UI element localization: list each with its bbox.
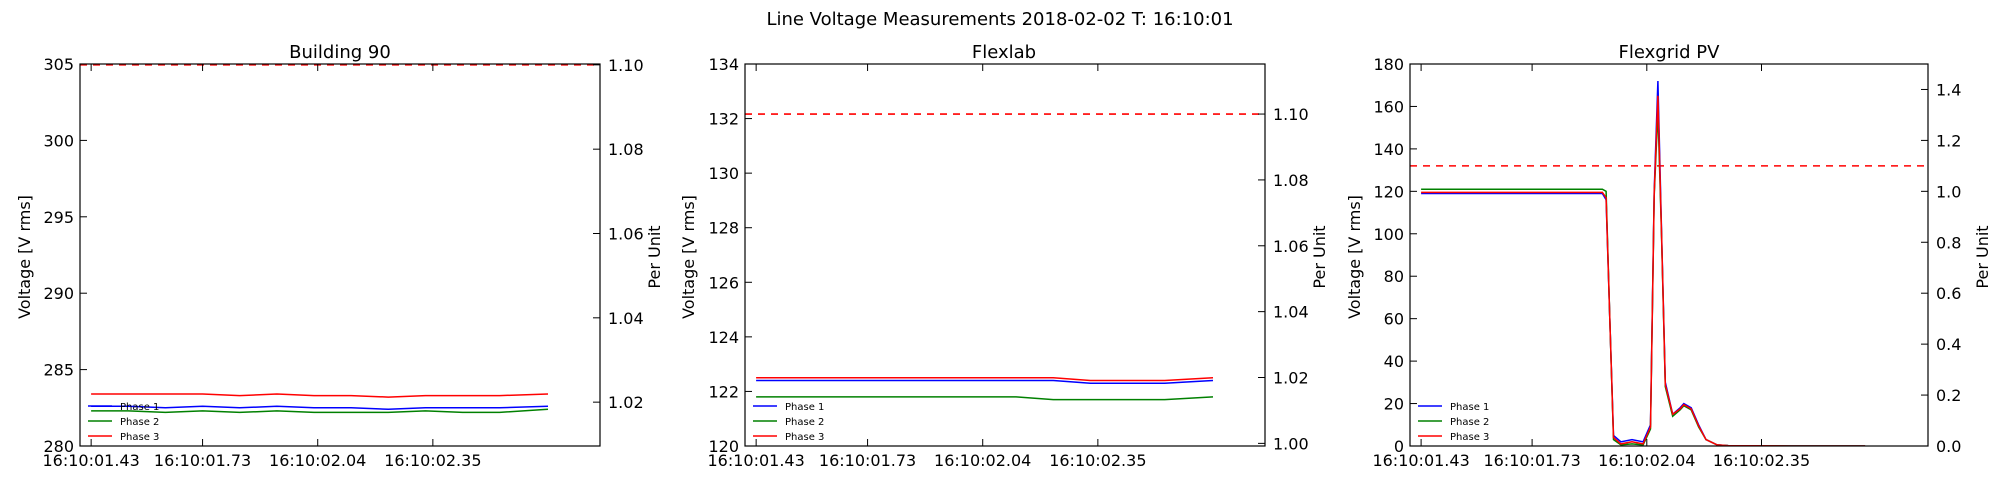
series-line-phase-1 [91,405,549,411]
y-tick-label: 290 [43,284,74,303]
series-group [756,377,1214,401]
y-tick-label: 120 [708,437,739,456]
series-line-phase-3 [756,377,1214,382]
y-right-tick-label: 0.6 [1936,284,1961,303]
y-tick-label: 134 [708,55,739,74]
y-right-tick-label: 1.08 [1273,171,1309,190]
x-tick-label: 16:10:02.35 [1713,451,1810,470]
x-tick-label: 16:10:02.04 [934,451,1031,470]
y-tick-label: 124 [708,328,739,347]
x-tick-label: 16:10:01.73 [1483,451,1580,470]
x-tick-label: 16:10:01.43 [1372,451,1469,470]
series-group [91,393,549,414]
y-right-tick-label: 1.04 [608,309,644,328]
y-right-tick-label: 1.4 [1936,80,1961,99]
y-right-tick-label: 1.2 [1936,131,1961,150]
legend-label: Phase 2 [120,417,159,428]
plot-frame [79,63,601,447]
y-right-tick-label: 1.02 [1273,369,1309,388]
legend: Phase 1 Phase 2 Phase 3 [753,402,824,443]
series-line-phase-2 [1421,110,1866,446]
panel-flexgrid-pv: Flexgrid PV Voltage [V rms] Per Unit 16:… [1345,42,1992,470]
x-tick-label: 16:10:01.73 [819,451,916,470]
y-right-tick-label: 1.08 [608,140,644,159]
left-axis-label: Voltage [V rms] [1345,195,1364,319]
x-tick-label: 16:10:02.04 [269,451,366,470]
x-tick-label: 16:10:02.35 [384,451,481,470]
y-right-tick-label: 0.4 [1936,335,1961,354]
x-tick-label: 16:10:01.73 [154,451,251,470]
plot-frame [1409,63,1929,447]
series-line-phase-2 [91,408,549,414]
series-line-phase-3 [91,393,549,398]
y-right-tick-label: 0.2 [1936,386,1961,405]
x-tick-label: 16:10:01.43 [707,451,804,470]
y-right-tick-label: 0.0 [1936,437,1961,456]
series-line-phase-1 [1421,80,1866,446]
y-right-tick-label: 1.10 [608,56,644,75]
legend-label: Phase 3 [1450,432,1489,443]
legend-label: Phase 2 [785,417,824,428]
figure-title: Line Voltage Measurements 2018-02-02 T: … [766,9,1233,30]
y-tick-label: 295 [43,208,74,227]
y-tick-label: 132 [708,110,739,129]
y-tick-label: 126 [708,273,739,292]
y-right-tick-label: 0.8 [1936,233,1961,252]
panel-building-90: Building 90 Voltage [V rms] Per Unit 16:… [15,42,664,470]
series-group [1421,80,1866,446]
left-axis-label: Voltage [V rms] [679,195,698,319]
legend-label: Phase 2 [1450,417,1489,428]
right-axis-label: Per Unit [1973,225,1992,288]
y-right-tick-label: 1.0 [1936,182,1961,201]
legend-label: Phase 1 [785,402,824,413]
legend: Phase 1 Phase 2 Phase 3 [1418,402,1489,443]
y-right-tick-label: 1.06 [1273,237,1309,256]
series-line-phase-1 [756,379,1214,384]
y-tick-label: 40 [1384,352,1404,371]
y-right-tick-label: 1.10 [1273,105,1309,124]
y-tick-label: 100 [1373,225,1404,244]
right-axis-label: Per Unit [645,225,664,288]
panel-title: Flexgrid PV [1619,42,1721,63]
y-tick-label: 160 [1373,97,1404,116]
panel-title: Flexlab [972,42,1036,63]
series-line-phase-2 [756,396,1214,401]
y-right-tick-label: 1.00 [1273,434,1309,453]
left-axis-label: Voltage [V rms] [15,195,34,319]
panel-title: Building 90 [289,42,391,63]
y-right-tick-label: 1.06 [608,224,644,243]
y-tick-label: 122 [708,382,739,401]
right-axis-label: Per Unit [1310,225,1329,288]
y-tick-label: 280 [43,437,74,456]
y-tick-label: 285 [43,361,74,380]
x-tick-label: 16:10:01.43 [42,451,139,470]
y-tick-label: 180 [1373,55,1404,74]
y-tick-label: 140 [1373,140,1404,159]
y-tick-label: 60 [1384,310,1404,329]
y-right-tick-label: 1.04 [1273,303,1309,322]
y-tick-label: 130 [708,164,739,183]
y-tick-label: 305 [43,55,74,74]
legend-label: Phase 3 [785,432,824,443]
legend-label: Phase 1 [1450,402,1489,413]
y-tick-label: 20 [1384,395,1404,414]
legend-label: Phase 3 [120,432,159,443]
y-tick-label: 80 [1384,267,1404,286]
x-tick-label: 16:10:02.35 [1049,451,1146,470]
y-tick-label: 128 [708,219,739,238]
legend-label: Phase 1 [120,402,159,413]
y-right-tick-label: 1.02 [608,393,644,412]
legend: Phase 1 Phase 2 Phase 3 [88,402,159,443]
panel-flexlab: Flexlab Voltage [V rms] Per Unit 16:10:0… [679,42,1329,470]
y-tick-label: 120 [1373,182,1404,201]
plot-frame [744,63,1266,447]
y-tick-label: 300 [43,131,74,150]
y-tick-label: 0 [1394,437,1404,456]
series-line-phase-3 [1421,95,1866,446]
x-tick-label: 16:10:02.04 [1598,451,1695,470]
